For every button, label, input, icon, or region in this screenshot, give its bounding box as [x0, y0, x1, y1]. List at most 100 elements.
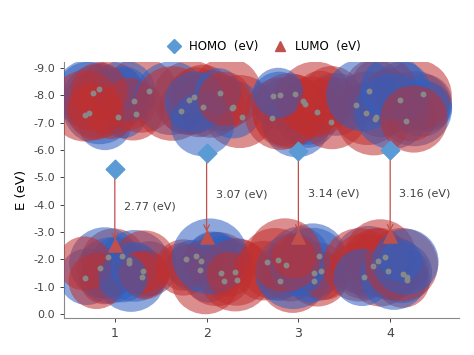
- Point: [390, 86, 397, 92]
- Point: [276, 92, 283, 98]
- Point: [85, 110, 93, 116]
- Point: [92, 278, 100, 284]
- Point: [141, 272, 148, 278]
- Point: [307, 275, 315, 280]
- Point: [424, 104, 431, 110]
- Point: [287, 269, 294, 275]
- Point: [410, 116, 418, 122]
- Point: [365, 88, 373, 93]
- Point: [369, 263, 377, 269]
- Point: [101, 260, 109, 266]
- Point: [140, 271, 147, 276]
- Point: [222, 260, 229, 266]
- Point: [210, 267, 217, 273]
- Point: [133, 111, 140, 117]
- Point: [229, 104, 237, 110]
- Point: [191, 99, 199, 105]
- Point: [197, 268, 204, 273]
- Point: [118, 86, 126, 92]
- Point: [131, 263, 138, 269]
- Point: [275, 97, 283, 103]
- Point: [260, 268, 267, 273]
- Point: [232, 272, 239, 278]
- Point: [360, 263, 367, 269]
- Point: [373, 257, 380, 262]
- Point: [205, 278, 212, 284]
- Point: [293, 121, 301, 126]
- Point: [301, 101, 309, 107]
- Point: [127, 274, 135, 280]
- Point: [104, 270, 111, 276]
- Point: [125, 257, 132, 263]
- Point: [283, 262, 290, 268]
- Point: [356, 262, 363, 268]
- Point: [387, 267, 395, 273]
- Point: [285, 107, 292, 113]
- Point: [187, 95, 194, 100]
- Point: [403, 274, 410, 280]
- Point: [207, 101, 214, 107]
- Point: [213, 266, 221, 272]
- Point: [365, 258, 372, 264]
- Point: [182, 256, 190, 262]
- Text: 3.07 (eV): 3.07 (eV): [216, 190, 267, 200]
- Point: [374, 258, 382, 263]
- Point: [95, 98, 102, 104]
- Point: [293, 266, 301, 272]
- Point: [96, 88, 103, 94]
- Text: 3.14 (eV): 3.14 (eV): [308, 189, 359, 198]
- Point: [390, 273, 398, 279]
- Point: [223, 89, 230, 95]
- Point: [377, 103, 384, 109]
- Point: [84, 90, 91, 96]
- Point: [376, 252, 384, 257]
- Point: [217, 272, 225, 278]
- Point: [309, 260, 317, 266]
- Point: [126, 101, 133, 106]
- Point: [355, 265, 362, 271]
- Point: [303, 114, 311, 120]
- Point: [305, 118, 312, 123]
- Point: [292, 94, 299, 99]
- Point: [130, 98, 138, 104]
- Point: [284, 110, 292, 116]
- Point: [387, 265, 395, 271]
- Point: [97, 265, 104, 271]
- Point: [306, 112, 313, 118]
- Point: [167, 95, 175, 101]
- Point: [310, 271, 318, 276]
- Point: [419, 91, 427, 97]
- Point: [216, 90, 223, 95]
- Point: [408, 113, 415, 119]
- Point: [290, 268, 297, 274]
- Point: [183, 263, 191, 269]
- Point: [328, 93, 335, 99]
- Point: [274, 90, 282, 95]
- Point: [307, 104, 315, 109]
- Point: [86, 91, 93, 97]
- Point: [313, 109, 321, 115]
- Point: [119, 275, 127, 281]
- Point: [398, 262, 405, 267]
- Point: [352, 102, 360, 108]
- Point: [370, 86, 378, 92]
- Point: [83, 274, 91, 280]
- Point: [233, 278, 241, 283]
- Point: [179, 264, 187, 269]
- Point: [209, 254, 216, 260]
- Point: [277, 278, 284, 284]
- Point: [81, 103, 89, 109]
- Point: [362, 110, 370, 116]
- Point: [277, 111, 284, 116]
- Point: [358, 92, 366, 98]
- Point: [299, 98, 307, 103]
- Point: [178, 108, 185, 114]
- Point: [90, 90, 97, 96]
- Point: [113, 260, 121, 265]
- Point: [236, 109, 244, 114]
- Point: [220, 278, 228, 284]
- Point: [233, 269, 240, 275]
- Point: [146, 266, 153, 272]
- Point: [405, 268, 412, 273]
- Point: [214, 88, 222, 94]
